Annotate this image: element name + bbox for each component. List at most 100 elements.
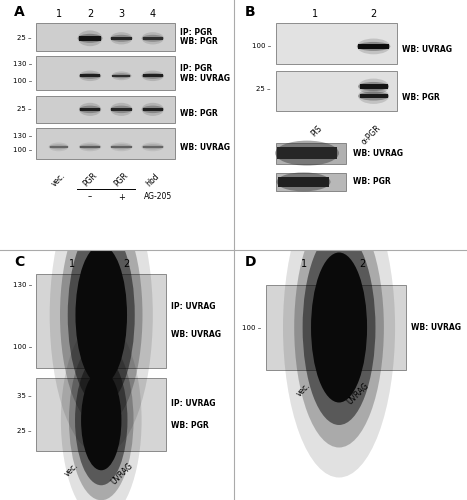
Ellipse shape [275, 140, 339, 166]
Text: 25 –: 25 – [17, 428, 32, 434]
Ellipse shape [79, 142, 101, 151]
Ellipse shape [49, 144, 69, 150]
FancyBboxPatch shape [36, 22, 175, 52]
FancyBboxPatch shape [276, 71, 397, 112]
Text: 100 –: 100 – [252, 44, 271, 50]
Text: WB: UVRAG: WB: UVRAG [171, 330, 221, 339]
Ellipse shape [110, 144, 133, 150]
Text: B: B [245, 5, 256, 19]
Bar [143, 36, 163, 40]
Text: 2: 2 [359, 259, 365, 269]
FancyBboxPatch shape [266, 285, 406, 370]
Text: 3: 3 [118, 8, 125, 18]
Ellipse shape [294, 208, 384, 448]
Text: PGR: PGR [81, 171, 99, 189]
Text: WB: PGR: WB: PGR [402, 93, 439, 102]
Text: vec.: vec. [64, 461, 81, 478]
Bar [113, 74, 130, 77]
Text: 2: 2 [370, 8, 377, 18]
Text: WB: PGR: WB: PGR [171, 421, 208, 430]
Ellipse shape [142, 142, 164, 151]
Bar [360, 84, 388, 88]
Ellipse shape [110, 103, 133, 116]
Ellipse shape [76, 245, 127, 385]
Ellipse shape [69, 340, 134, 500]
Text: PIS: PIS [309, 124, 324, 138]
Text: 2: 2 [87, 8, 93, 18]
Text: AG-205: AG-205 [144, 192, 172, 200]
Text: 130 –: 130 – [13, 282, 32, 288]
Text: IP: UVRAG: IP: UVRAG [171, 302, 215, 311]
Ellipse shape [79, 73, 101, 79]
Text: 130 –: 130 – [13, 133, 32, 139]
FancyBboxPatch shape [36, 274, 166, 368]
Text: 1: 1 [69, 259, 75, 269]
Text: +: + [118, 192, 125, 202]
Bar [143, 146, 163, 148]
Ellipse shape [75, 356, 127, 486]
Ellipse shape [357, 42, 390, 51]
Text: WB: UVRAG: WB: UVRAG [411, 323, 461, 332]
Ellipse shape [112, 74, 131, 78]
Text: IP: PGR: IP: PGR [180, 28, 212, 37]
Ellipse shape [81, 370, 121, 470]
Text: A: A [14, 5, 25, 19]
Ellipse shape [311, 252, 367, 402]
Text: WB: PGR: WB: PGR [180, 36, 218, 46]
Ellipse shape [358, 88, 389, 104]
Text: 35 –: 35 – [17, 393, 32, 399]
FancyBboxPatch shape [36, 378, 166, 451]
Text: 2: 2 [123, 259, 129, 269]
Bar [80, 146, 100, 148]
Ellipse shape [79, 103, 101, 116]
Text: D: D [245, 255, 257, 269]
Text: PGR: PGR [113, 171, 130, 189]
Text: WB: PGR: WB: PGR [180, 109, 218, 118]
Ellipse shape [50, 175, 153, 455]
Ellipse shape [358, 92, 389, 100]
Text: 100 –: 100 – [13, 344, 32, 350]
Bar [80, 108, 100, 112]
Ellipse shape [142, 144, 164, 150]
Text: WB: UVRAG: WB: UVRAG [180, 74, 230, 82]
Bar [111, 36, 132, 40]
Ellipse shape [142, 32, 164, 44]
Ellipse shape [78, 30, 102, 46]
Text: IP: UVRAG: IP: UVRAG [171, 399, 215, 408]
Text: 1: 1 [56, 8, 62, 18]
Ellipse shape [110, 32, 133, 44]
FancyBboxPatch shape [36, 56, 175, 90]
Text: UVRAG: UVRAG [109, 461, 134, 486]
FancyBboxPatch shape [276, 142, 346, 164]
Text: 25 –: 25 – [17, 106, 32, 112]
Bar [360, 94, 388, 98]
Text: α-PGR: α-PGR [359, 124, 382, 147]
Text: –: – [88, 192, 92, 202]
Ellipse shape [276, 172, 331, 192]
Ellipse shape [110, 106, 133, 113]
Ellipse shape [60, 203, 142, 427]
Text: 100 –: 100 – [242, 324, 262, 330]
Ellipse shape [358, 78, 389, 94]
Text: C: C [14, 255, 24, 269]
Ellipse shape [142, 103, 164, 116]
Bar [278, 177, 329, 186]
Bar [79, 36, 101, 40]
Ellipse shape [79, 70, 101, 81]
Bar [143, 74, 163, 78]
Text: WB: UVRAG: WB: UVRAG [353, 148, 403, 158]
Bar [50, 146, 68, 148]
Ellipse shape [78, 34, 102, 43]
Bar [143, 108, 163, 112]
Bar [276, 147, 337, 160]
Ellipse shape [142, 73, 164, 79]
Text: WB: UVRAG: WB: UVRAG [180, 144, 230, 152]
Ellipse shape [357, 38, 390, 54]
Ellipse shape [303, 230, 375, 425]
Text: 130 –: 130 – [13, 60, 32, 66]
Ellipse shape [142, 106, 164, 113]
Text: 1: 1 [312, 8, 318, 18]
Text: 4: 4 [150, 8, 156, 18]
Text: 1: 1 [300, 259, 307, 269]
Ellipse shape [358, 82, 389, 91]
